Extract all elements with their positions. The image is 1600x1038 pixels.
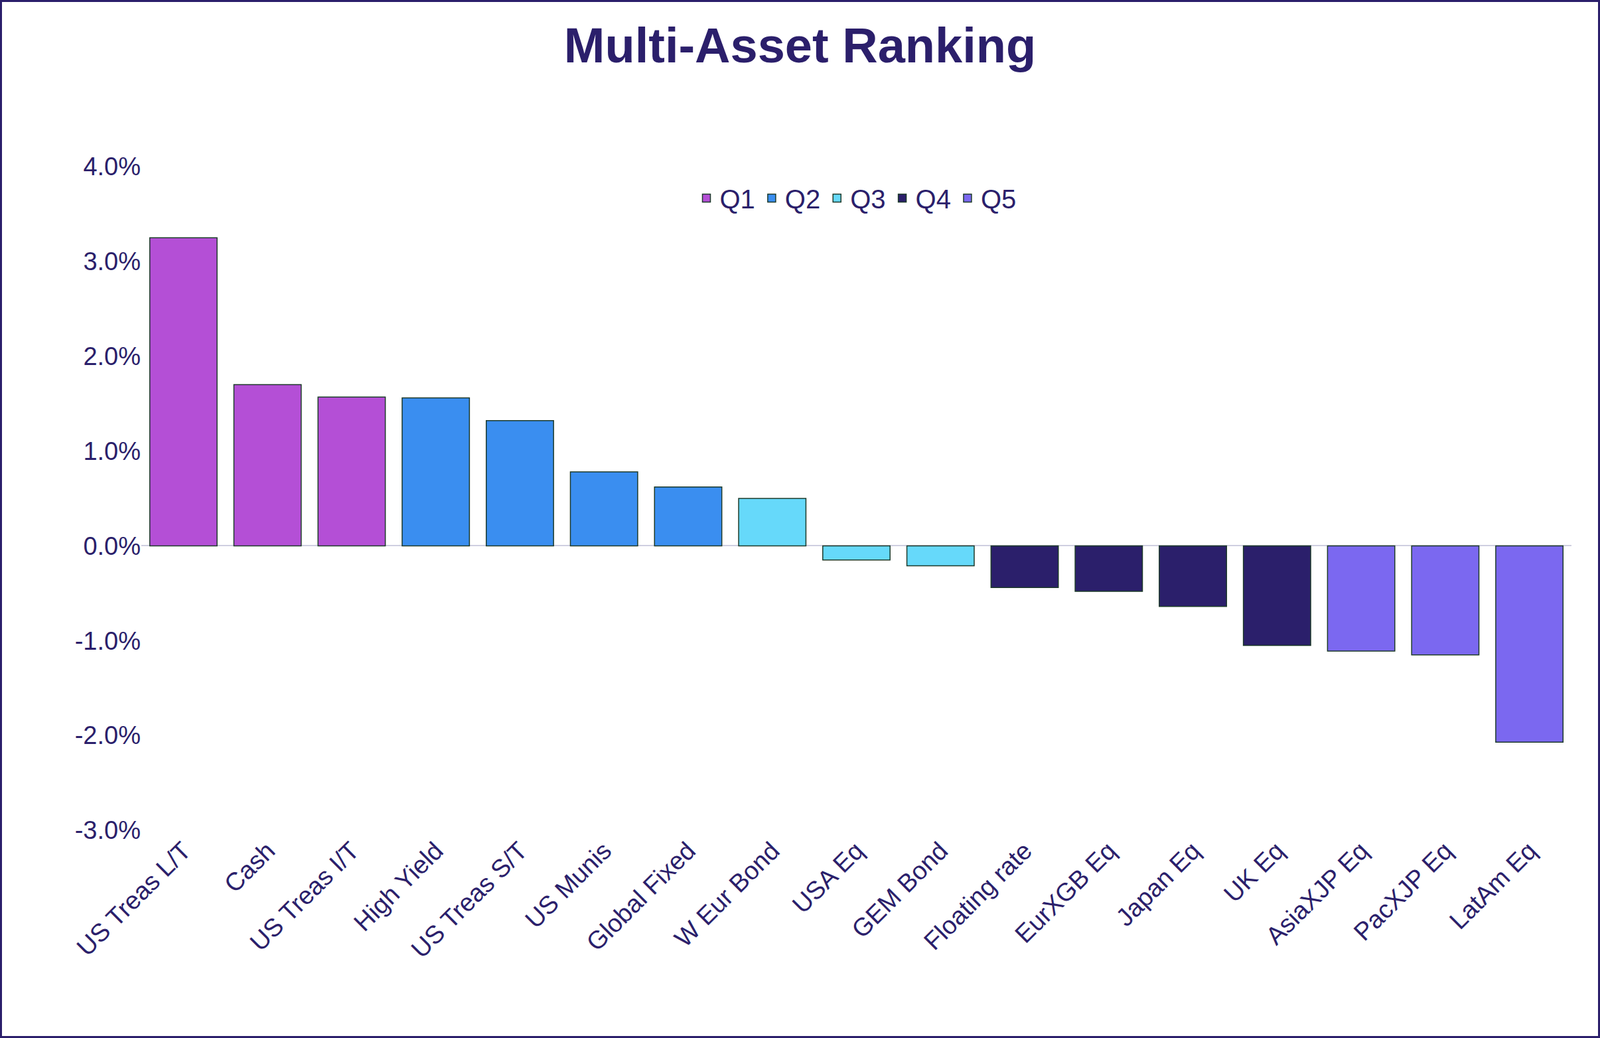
svg-text:Cash: Cash <box>218 836 281 898</box>
svg-text:High Yield: High Yield <box>348 836 449 937</box>
svg-text:GEM Bond: GEM Bond <box>846 836 953 944</box>
svg-text:W Eur Bond: W Eur Bond <box>668 836 786 953</box>
svg-text:2.0%: 2.0% <box>82 342 141 371</box>
svg-text:AsiaXJP Eq: AsiaXJP Eq <box>1260 836 1374 950</box>
svg-text:Global Fixed: Global Fixed <box>581 836 702 957</box>
svg-text:US Munis: US Munis <box>519 836 617 934</box>
svg-text:US Treas L/T: US Treas L/T <box>71 836 196 961</box>
svg-text:-2.0%: -2.0% <box>74 721 141 750</box>
svg-text:Japan Eq: Japan Eq <box>1110 836 1206 932</box>
svg-text:Multi-Asset Ranking: Multi-Asset Ranking <box>564 17 1036 73</box>
svg-text:EurXGB Eq: EurXGB Eq <box>1009 836 1122 949</box>
svg-text:3.0%: 3.0% <box>82 247 141 276</box>
svg-text:PacXJP Eq: PacXJP Eq <box>1348 836 1458 946</box>
svg-text:-1.0%: -1.0% <box>74 627 141 655</box>
svg-text:Q4: Q4 <box>915 184 951 214</box>
svg-text:Q1: Q1 <box>720 184 756 214</box>
svg-text:LatAm Eq: LatAm Eq <box>1444 836 1543 935</box>
svg-text:-3.0%: -3.0% <box>74 816 141 845</box>
svg-text:1.0%: 1.0% <box>82 437 141 466</box>
svg-text:Q5: Q5 <box>980 184 1017 214</box>
svg-text:0.0%: 0.0% <box>82 532 141 561</box>
svg-text:US Treas S/T: US Treas S/T <box>406 836 533 963</box>
svg-text:Floating rate: Floating rate <box>918 836 1038 955</box>
svg-text:US Treas I/T: US Treas I/T <box>244 836 365 957</box>
svg-text:Q3: Q3 <box>850 184 886 214</box>
svg-text:USA Eq: USA Eq <box>787 836 870 919</box>
svg-text:Q2: Q2 <box>785 184 821 214</box>
svg-text:UK Eq: UK Eq <box>1218 836 1290 908</box>
svg-text:4.0%: 4.0% <box>82 152 141 181</box>
